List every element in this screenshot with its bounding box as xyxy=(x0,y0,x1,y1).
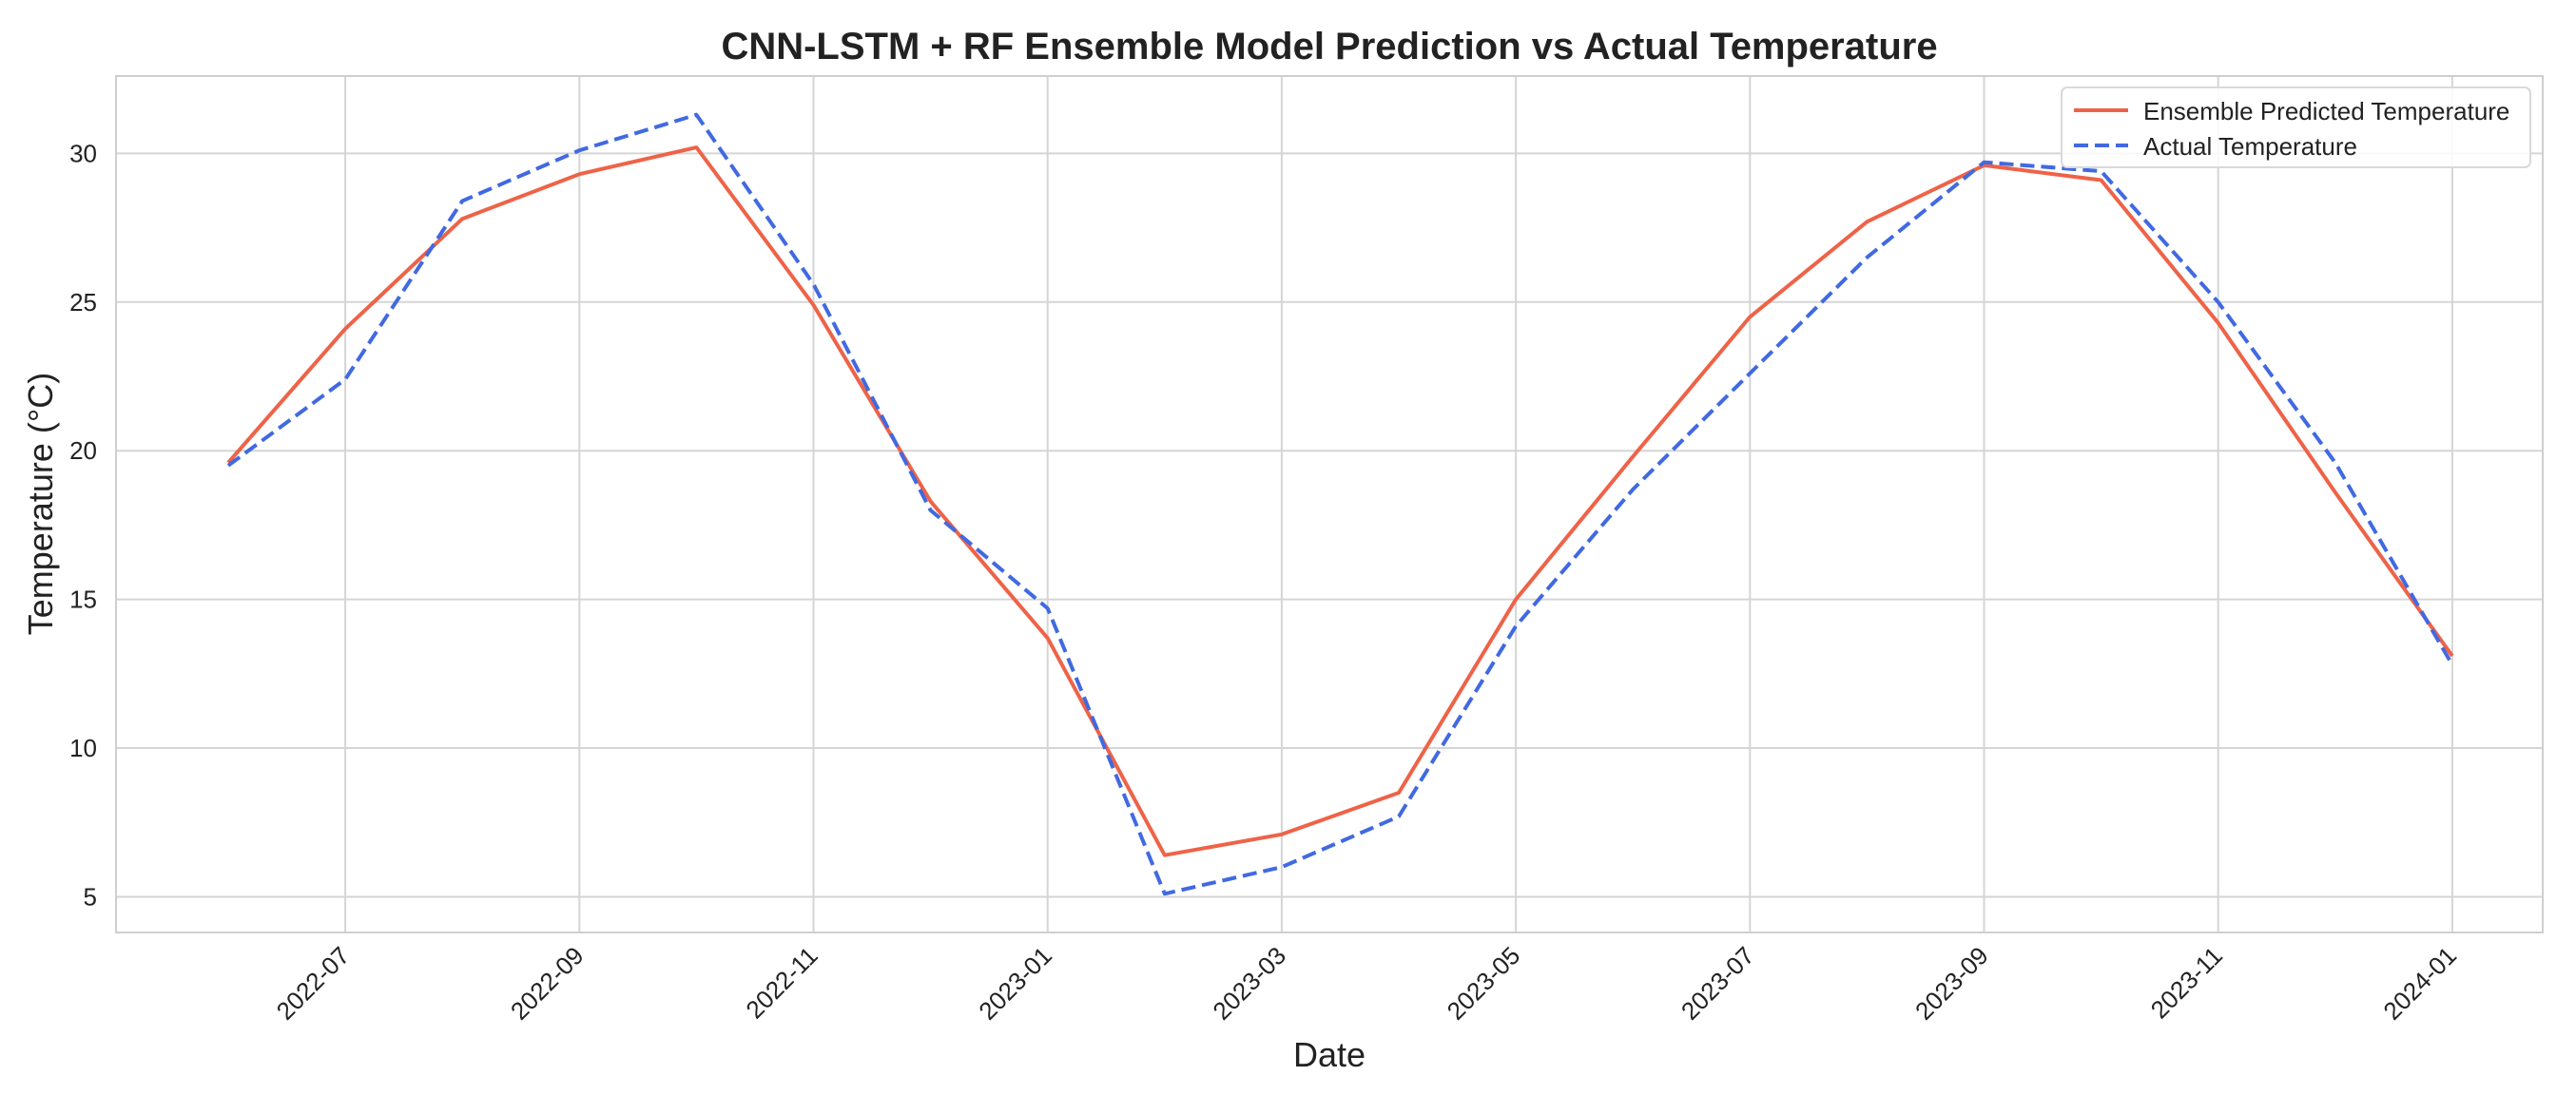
data-point xyxy=(343,327,347,331)
data-point xyxy=(1631,488,1635,491)
data-point xyxy=(460,199,464,202)
data-point xyxy=(2100,178,2103,182)
data-point xyxy=(1865,256,1869,259)
legend: Ensemble Predicted Temperature Actual Te… xyxy=(2061,86,2531,168)
data-point xyxy=(2334,461,2337,465)
y-tick-label: 25 xyxy=(69,288,97,317)
data-point xyxy=(1397,791,1401,795)
data-point xyxy=(2334,490,2337,494)
data-point xyxy=(1748,315,1752,318)
data-point xyxy=(226,464,230,468)
data-point xyxy=(1514,624,1518,628)
data-point xyxy=(812,303,816,307)
series-line-actual xyxy=(226,112,2454,896)
data-point xyxy=(1631,454,1635,458)
data-point xyxy=(2450,654,2454,658)
data-point xyxy=(1163,892,1167,895)
data-point xyxy=(929,499,933,503)
y-axis-label: Temperature (°C) xyxy=(21,373,60,635)
data-point xyxy=(2450,663,2454,666)
data-point xyxy=(1748,372,1752,375)
y-tick-label: 10 xyxy=(69,734,97,762)
data-point xyxy=(1280,865,1284,869)
data-point xyxy=(2217,300,2220,304)
grid-lines xyxy=(116,76,2543,932)
data-point xyxy=(343,377,347,381)
y-tick-label: 20 xyxy=(69,436,97,465)
data-point xyxy=(577,148,581,152)
y-tick-label: 5 xyxy=(84,882,97,911)
series-line-predicted xyxy=(226,145,2454,857)
data-point xyxy=(1046,606,1050,610)
data-point xyxy=(1046,636,1050,640)
data-point xyxy=(694,145,698,149)
series-layer xyxy=(226,112,2454,896)
legend-box xyxy=(2061,86,2531,168)
x-axis-label: Date xyxy=(1293,1035,1365,1074)
data-point xyxy=(460,217,464,221)
data-point xyxy=(929,509,933,512)
data-point xyxy=(1514,598,1518,602)
data-point xyxy=(1280,833,1284,836)
data-point xyxy=(1397,815,1401,818)
data-point xyxy=(2100,169,2103,173)
legend-label-predicted: Ensemble Predicted Temperature xyxy=(2143,97,2509,125)
data-point xyxy=(1865,220,1869,223)
data-point xyxy=(2217,321,2220,325)
data-point xyxy=(694,113,698,117)
data-point xyxy=(577,172,581,176)
legend-label-actual: Actual Temperature xyxy=(2143,132,2357,161)
y-tick-label: 15 xyxy=(69,586,97,614)
chart-title: CNN-LSTM + RF Ensemble Model Prediction … xyxy=(721,26,1937,67)
data-point xyxy=(1983,161,1986,164)
plot-area-border xyxy=(115,75,2544,933)
data-point xyxy=(1163,854,1167,857)
y-tick-label: 30 xyxy=(69,139,97,167)
data-point xyxy=(812,282,816,286)
